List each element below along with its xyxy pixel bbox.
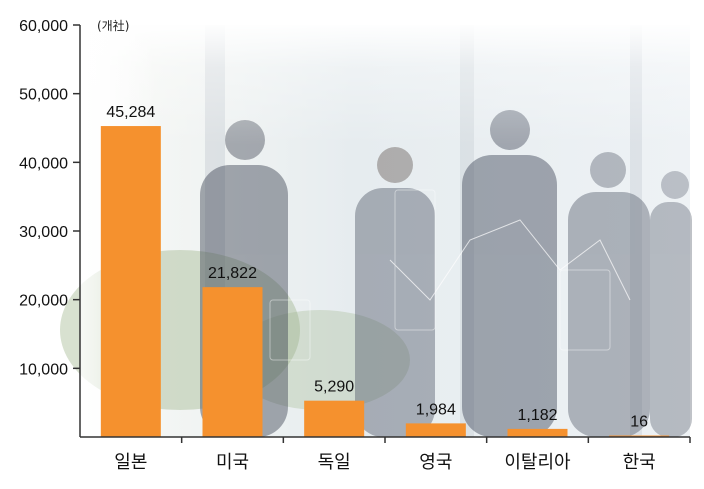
y-axis: 10,000 20,000 30,000 40,000 50,000 60,000	[19, 18, 81, 437]
unit-label: (개社)	[97, 18, 129, 33]
y-tick-label: 60,000	[19, 18, 68, 35]
y-tick-label: 30,000	[19, 224, 68, 241]
value-labels: 45,284 21,822 5,290 1,984 1,182 16	[106, 104, 648, 430]
bar	[100, 126, 161, 437]
x-tick-label: 이탈리아	[504, 452, 571, 473]
value-label: 45,284	[106, 104, 155, 121]
foliage-2	[230, 310, 410, 410]
x-axis: 일본 미국 독일 영국 이탈리아 한국	[80, 436, 691, 473]
bars	[100, 126, 670, 437]
bar	[405, 423, 466, 437]
person-silhouette-5	[650, 171, 692, 437]
value-label: 1,182	[517, 407, 557, 424]
y-tick-label: 10,000	[19, 361, 68, 378]
data-overlay-lines	[269, 189, 631, 361]
bar	[202, 287, 263, 437]
x-tick-label: 일본	[114, 452, 147, 473]
x-tick-label: 독일	[318, 452, 351, 473]
y-tick-label: 40,000	[19, 155, 68, 172]
person-silhouette-2	[355, 147, 435, 437]
x-tick-label: 한국	[623, 452, 656, 473]
value-label: 16	[630, 414, 648, 431]
value-label: 1,984	[416, 401, 456, 418]
x-tick-label: 영국	[419, 452, 452, 473]
y-tick-label: 50,000	[19, 87, 68, 104]
value-label: 5,290	[314, 379, 354, 396]
bar	[304, 400, 365, 437]
value-label: 21,822	[208, 265, 257, 282]
y-tick-label: 20,000	[19, 293, 68, 310]
bar	[507, 428, 568, 437]
person-silhouette-4	[568, 152, 650, 437]
x-tick-label: 미국	[216, 452, 249, 473]
background-fade-top	[80, 25, 690, 145]
